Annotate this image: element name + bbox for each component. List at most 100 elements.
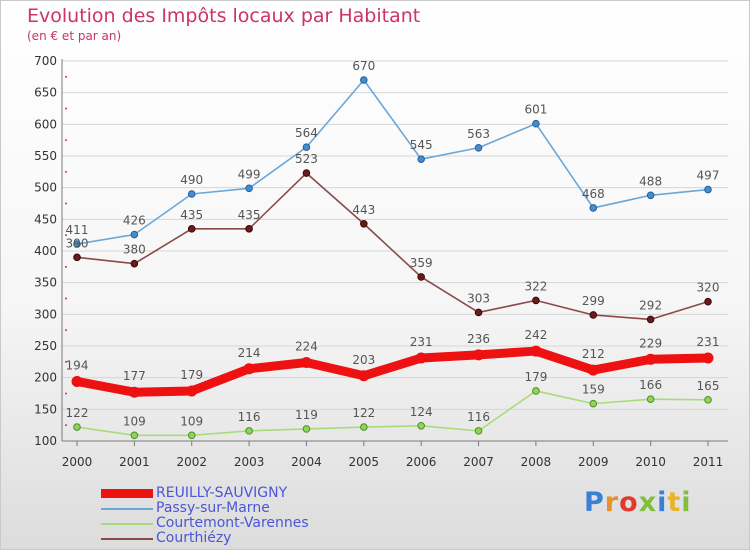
legend-item: REUILLY-SAUVIGNY bbox=[101, 485, 361, 501]
axis-minor-tick bbox=[65, 139, 67, 142]
x-tick-label: 2011 bbox=[693, 455, 724, 469]
data-label: 122 bbox=[66, 406, 89, 420]
proxiti-logo: Proxiti bbox=[584, 487, 692, 518]
data-label: 411 bbox=[66, 223, 89, 237]
data-label: 359 bbox=[410, 256, 433, 270]
data-point bbox=[532, 296, 540, 305]
data-label: 564 bbox=[295, 126, 318, 140]
legend-item: Courtemont-Varennes bbox=[101, 515, 361, 531]
logo-letter: x bbox=[638, 487, 658, 518]
data-label: 563 bbox=[467, 127, 490, 141]
data-point bbox=[358, 370, 370, 382]
y-tick-label: 400 bbox=[34, 244, 57, 258]
data-label: 242 bbox=[524, 328, 547, 342]
data-point bbox=[530, 345, 542, 357]
line-chart: 100 150 200 250 300 350 400 450 500 550 600 650 700 2… bbox=[34, 54, 728, 469]
data-point bbox=[702, 352, 714, 364]
data-point bbox=[302, 169, 311, 177]
data-point bbox=[646, 315, 655, 324]
y-tick-label: 450 bbox=[34, 212, 57, 226]
data-label: 303 bbox=[467, 291, 490, 305]
data-point bbox=[474, 143, 483, 152]
legend-swatch bbox=[101, 538, 153, 540]
data-point bbox=[704, 297, 712, 306]
series-line-2 bbox=[76, 390, 709, 437]
data-label: 488 bbox=[639, 174, 662, 188]
axis-minor-tick bbox=[65, 424, 67, 427]
legend-label: Courthiézy bbox=[156, 530, 232, 546]
data-label: 468 bbox=[582, 187, 605, 201]
data-label: 212 bbox=[582, 347, 605, 361]
data-point bbox=[417, 422, 425, 430]
data-point bbox=[243, 363, 255, 375]
y-tick-label: 300 bbox=[34, 307, 57, 321]
data-label: 292 bbox=[639, 298, 662, 312]
chart-subtitle: (en € et par an) bbox=[27, 29, 122, 43]
data-label: 109 bbox=[123, 414, 146, 428]
data-label: 224 bbox=[295, 339, 318, 353]
data-point bbox=[187, 225, 196, 233]
series-line-0 bbox=[72, 346, 713, 397]
axis-minor-tick bbox=[65, 234, 67, 237]
data-label: 435 bbox=[238, 208, 261, 222]
logo-letter: i bbox=[681, 487, 692, 518]
legend-swatch bbox=[101, 489, 153, 498]
data-label: 236 bbox=[467, 332, 490, 346]
data-label: 490 bbox=[180, 173, 203, 187]
axis-minor-tick bbox=[65, 202, 67, 205]
x-tick-label: 2003 bbox=[234, 455, 265, 469]
data-point bbox=[73, 240, 81, 248]
data-point bbox=[300, 356, 312, 368]
legend-item: Courthiézy bbox=[101, 530, 361, 546]
chart-legend: REUILLY-SAUVIGNY Passy-sur-Marne Courtemon… bbox=[101, 485, 361, 546]
y-tick-label: 500 bbox=[34, 181, 57, 195]
axis-minor-tick bbox=[65, 392, 67, 395]
data-point bbox=[128, 386, 140, 398]
data-point bbox=[415, 352, 427, 364]
y-tick-label: 100 bbox=[34, 434, 57, 448]
y-tick-label: 550 bbox=[34, 149, 57, 163]
data-label: 523 bbox=[295, 152, 318, 166]
legend-swatch bbox=[101, 523, 153, 525]
axis-minor-tick bbox=[65, 265, 67, 268]
x-tick-label: 2000 bbox=[62, 455, 93, 469]
axis-minor-tick bbox=[65, 170, 67, 173]
x-tick-label: 2010 bbox=[635, 455, 666, 469]
data-label: 214 bbox=[238, 346, 261, 360]
data-label: 443 bbox=[352, 203, 375, 217]
data-point bbox=[360, 423, 368, 431]
data-label: 165 bbox=[697, 379, 720, 393]
data-point bbox=[187, 431, 196, 440]
data-label: 435 bbox=[180, 208, 203, 222]
legend-label: REUILLY-SAUVIGNY bbox=[156, 485, 288, 501]
data-label: 601 bbox=[524, 103, 547, 117]
data-point bbox=[532, 119, 540, 128]
y-tick-label: 200 bbox=[34, 371, 57, 385]
data-point bbox=[474, 308, 483, 317]
data-label: 116 bbox=[467, 410, 490, 424]
data-label: 194 bbox=[66, 358, 89, 372]
data-label: 116 bbox=[238, 410, 261, 424]
data-label: 390 bbox=[66, 236, 89, 250]
series-line-1 bbox=[76, 79, 709, 245]
axis-minor-tick bbox=[65, 297, 67, 300]
axis-minor-tick bbox=[65, 360, 67, 363]
data-point bbox=[245, 184, 253, 193]
legend-label: Courtemont-Varennes bbox=[156, 515, 309, 531]
data-label: 670 bbox=[352, 59, 375, 73]
data-point bbox=[589, 399, 598, 408]
data-point bbox=[73, 253, 81, 262]
data-point bbox=[646, 395, 655, 404]
data-point bbox=[130, 230, 139, 239]
axis-minor-tick bbox=[65, 107, 67, 110]
x-tick-label: 2002 bbox=[176, 455, 207, 469]
legend-label: Passy-sur-Marne bbox=[156, 500, 270, 516]
data-point bbox=[73, 423, 81, 431]
logo-letter: i bbox=[657, 487, 668, 518]
data-label: 231 bbox=[410, 335, 433, 349]
data-point bbox=[473, 349, 485, 361]
legend-swatch bbox=[101, 508, 153, 510]
x-tick-label: 2007 bbox=[463, 455, 494, 469]
data-label: 426 bbox=[123, 214, 146, 228]
